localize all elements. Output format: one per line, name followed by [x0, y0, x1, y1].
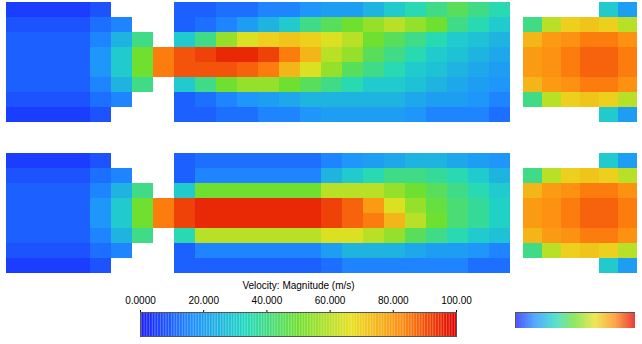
svg-text:20.000: 20.000	[188, 295, 219, 306]
svg-text:100.00: 100.00	[441, 295, 472, 306]
svg-text:0.0000: 0.0000	[125, 295, 156, 306]
svg-text:60.000: 60.000	[315, 295, 346, 306]
svg-text:Velocity: Magnitude (m/s): Velocity: Magnitude (m/s)	[242, 280, 354, 291]
svg-text:80.000: 80.000	[378, 295, 409, 306]
svg-text:40.000: 40.000	[252, 295, 283, 306]
